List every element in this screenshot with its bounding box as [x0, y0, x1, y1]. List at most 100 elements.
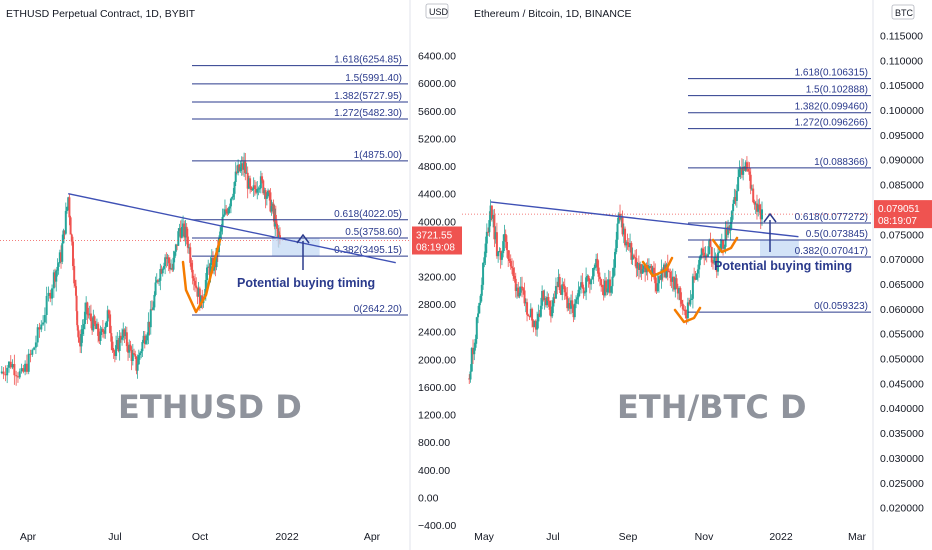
candle-body — [601, 285, 604, 288]
candle-body — [109, 314, 112, 334]
candle-body — [591, 276, 594, 280]
candle-body — [565, 292, 567, 297]
usd-currency-box[interactable] — [425, 3, 449, 19]
candle-body — [116, 340, 119, 346]
candle-body — [117, 340, 120, 352]
candle-body — [272, 203, 275, 214]
candle-body — [536, 321, 539, 330]
ethusd-candles — [0, 152, 281, 386]
candle-body — [259, 176, 262, 189]
candle-body — [663, 264, 665, 273]
candle-body — [178, 228, 181, 232]
candle-body — [261, 176, 264, 181]
x-tick-label: Jul — [546, 531, 559, 543]
btc-currency-box[interactable] — [891, 4, 915, 20]
candle-body — [29, 353, 32, 355]
ethbtc-annotation: Potential buying timing — [714, 259, 852, 273]
candle-body — [160, 269, 163, 274]
candle-body — [99, 331, 102, 341]
candle-body — [27, 353, 30, 372]
candle-body — [124, 332, 127, 336]
candle-body — [627, 244, 630, 248]
candle-body — [678, 288, 681, 294]
buying-zone — [272, 237, 320, 257]
candle-body — [184, 226, 187, 238]
y-tick-label: 5600.00 — [418, 106, 456, 118]
y-tick-label: 6400.00 — [418, 51, 456, 63]
candle-body — [106, 310, 109, 322]
usd-currency-label[interactable]: USD — [429, 7, 449, 17]
candle-body — [137, 355, 140, 365]
candle-body — [616, 223, 619, 240]
candle-body — [232, 193, 235, 197]
y-tick-label: 400.00 — [418, 465, 450, 477]
candle-body — [549, 309, 552, 317]
candle-body — [11, 364, 14, 368]
candle-body — [69, 217, 72, 235]
candle-body — [4, 374, 7, 376]
candle-body — [128, 344, 131, 353]
candle-body — [22, 368, 25, 372]
candle-body — [617, 213, 620, 224]
ethbtc-price-axis[interactable]: BTC 0.020000 0.025000 0.030000 0.035000 0.04… — [872, 0, 932, 550]
candle-body — [567, 303, 570, 309]
candle-body — [575, 299, 578, 304]
candle-body — [71, 241, 74, 267]
y-tick-label: 0.040000 — [880, 403, 924, 415]
candle-body — [206, 267, 209, 280]
candle-body — [489, 205, 492, 221]
candle-body — [148, 321, 151, 328]
candle-body — [262, 180, 265, 194]
candle-body — [596, 258, 599, 268]
candle-body — [265, 196, 268, 199]
candle-body — [105, 321, 108, 327]
candle-body — [161, 268, 164, 274]
y-tick-label: 1200.00 — [418, 410, 456, 422]
fib-level-label: 0.382(3495.15) — [334, 245, 402, 256]
fib-level-label: 1.382(5727.95) — [334, 91, 402, 102]
candle-body — [690, 298, 693, 300]
y-tick-label: 0.070000 — [880, 254, 924, 266]
y-tick-label: 4800.00 — [418, 161, 456, 173]
y-tick-label: 2800.00 — [418, 299, 456, 311]
candle-body — [131, 353, 134, 361]
candle-body — [597, 267, 600, 277]
x-tick-label: May — [474, 531, 495, 543]
candle-body — [86, 302, 89, 315]
candle-body — [76, 311, 79, 326]
candle-body — [234, 171, 237, 182]
candle-body — [162, 265, 165, 269]
btc-currency-label[interactable]: BTC — [895, 8, 914, 18]
candle-body — [68, 197, 71, 218]
candle-body — [502, 241, 505, 254]
candle-body — [47, 292, 50, 296]
candle-body — [36, 327, 39, 343]
candle-body — [615, 239, 618, 252]
candle-body — [482, 262, 485, 285]
candle-body — [490, 205, 493, 219]
candle-body — [548, 300, 551, 310]
candle-body — [484, 243, 487, 258]
candle-body — [595, 258, 598, 265]
candle-body — [101, 328, 104, 333]
candle-body — [577, 289, 580, 298]
candle-body — [748, 171, 751, 175]
candle-body — [700, 248, 703, 256]
y-tick-label: 3200.00 — [418, 272, 456, 284]
candle-body — [625, 242, 628, 246]
candle-body — [610, 286, 613, 293]
candle-body — [179, 228, 182, 238]
fib-level-label: 0.618(4022.05) — [334, 209, 402, 220]
ethusd-price-axis[interactable]: USD −400.00 0.00 400.00 800.00 1200.00 1600.0… — [409, 0, 462, 550]
candle-body — [223, 209, 226, 215]
candle-body — [104, 326, 107, 334]
candle-body — [9, 361, 12, 368]
candle-body — [170, 267, 173, 270]
candle-body — [172, 257, 175, 270]
candle-body — [551, 306, 554, 317]
candle-body — [729, 222, 732, 231]
candle-body — [142, 335, 145, 343]
ethusd-overlays: 1.618(6254.85) 1.5(5991.40) 1.382(5727.95)… — [0, 55, 410, 316]
candle-body — [77, 330, 80, 338]
